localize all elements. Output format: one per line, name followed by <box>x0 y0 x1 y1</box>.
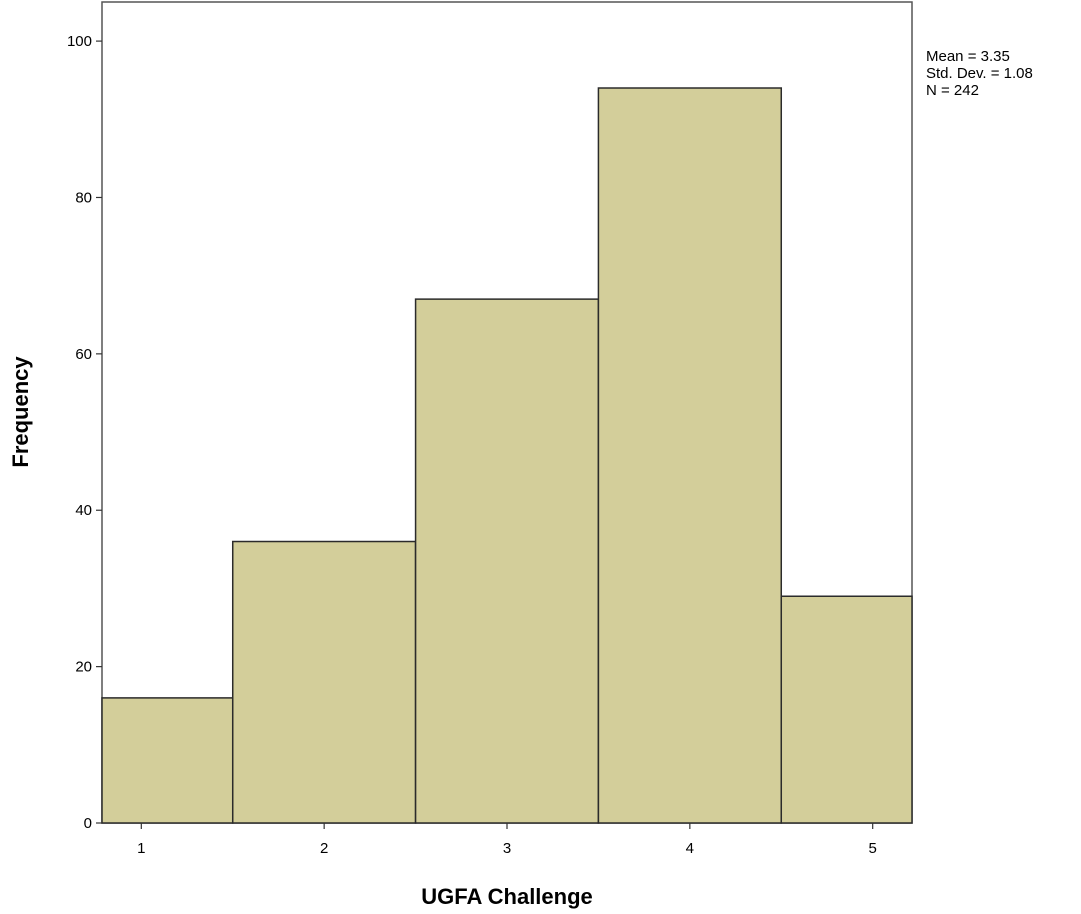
x-tick-label: 5 <box>869 840 877 857</box>
stat-line: Mean = 3.35 <box>926 48 1010 65</box>
y-tick-label: 60 <box>75 346 92 363</box>
bars-group <box>101 87 913 824</box>
stat-line: N = 242 <box>926 82 979 99</box>
y-tick-label: 40 <box>75 502 92 519</box>
y-axis-title: Frequency <box>8 356 33 468</box>
stat-line: Std. Dev. = 1.08 <box>926 65 1033 82</box>
x-axis: 1 2 3 4 5 <box>137 823 877 857</box>
x-tick-label: 1 <box>137 840 145 857</box>
y-axis: 0 20 40 60 80 100 <box>67 33 102 832</box>
bar-4 <box>597 87 783 824</box>
bar-1 <box>101 697 234 824</box>
bar-5 <box>780 595 913 824</box>
bar-2 <box>231 540 417 824</box>
bar-3 <box>414 298 600 824</box>
x-tick-label: 2 <box>320 840 328 857</box>
y-tick-label: 80 <box>75 189 92 206</box>
x-tick-label: 3 <box>503 840 511 857</box>
y-tick-label: 100 <box>67 33 92 50</box>
x-axis-title: UGFA Challenge <box>421 884 593 909</box>
y-tick-label: 0 <box>84 815 92 832</box>
y-tick-label: 20 <box>75 659 92 676</box>
x-tick-label: 4 <box>686 840 694 857</box>
